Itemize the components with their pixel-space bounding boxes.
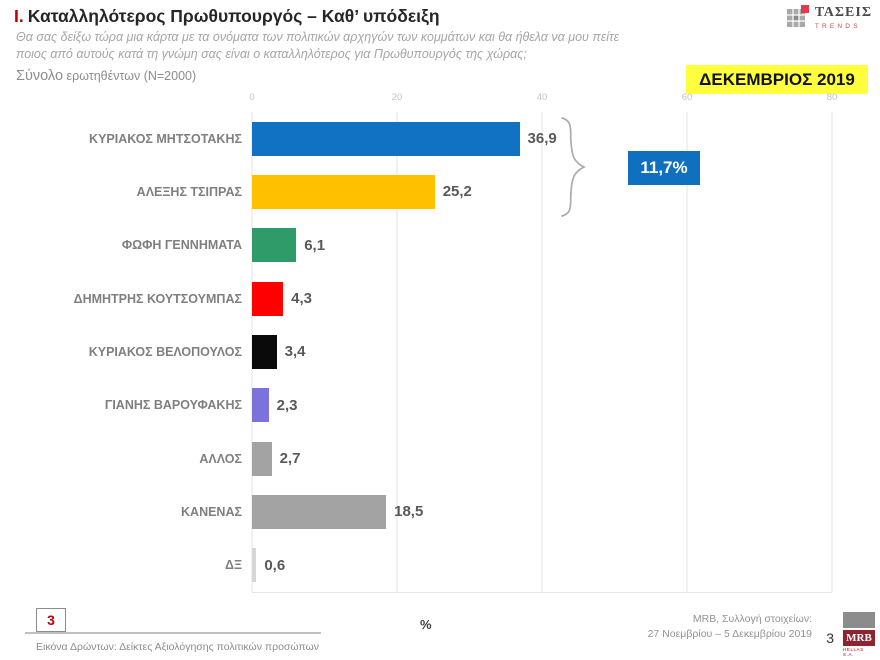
x-tick-label: 20 [391, 92, 403, 103]
bar-track: 36,9 [252, 112, 832, 165]
x-axis-ticks: 0 20 40 60 80 [249, 92, 837, 106]
bar-row: ΑΛΕΞΗΣ ΤΣΙΠΡΑΣ 25,2 [30, 165, 832, 218]
bar-row: ΓΙΑΝΗΣ ΒΑΡΟΥΦΑΚΗΣ 2,3 [30, 379, 832, 432]
category-label: ΔΞ [224, 558, 242, 573]
bar-track: 2,3 [252, 379, 832, 432]
x-tick-label: 60 [681, 92, 693, 103]
value-label: 2,3 [276, 396, 298, 414]
footer-caption: Εικόνα Δρώντων: Δείκτες Αξιολόγησης πολι… [36, 641, 320, 653]
bar [252, 228, 297, 263]
title-number: Ι. [14, 6, 24, 26]
bar [252, 281, 284, 316]
taseis-logo-name: ΤΑΣΕΙΣ [814, 5, 872, 20]
sample-detail: ερωτηθέντων (N=2000) [66, 69, 197, 83]
source-line-2: 27 Νοεμβρίου – 5 Δεκεμβρίου 2019 [647, 628, 812, 640]
bar-row: ΑΛΛΟΣ 2,7 [30, 432, 832, 485]
x-tick-label: 40 [536, 92, 548, 103]
mrb-logo-gray-block [843, 612, 875, 628]
gridline [541, 112, 543, 592]
category-label: ΚΑΝΕΝΑΣ [181, 504, 242, 519]
bar-row: ΚΑΝΕΝΑΣ 18,5 [30, 485, 832, 538]
bar [252, 334, 277, 369]
bar-row: ΔΞ 0,6 [30, 539, 832, 592]
bar-track: 3,4 [252, 325, 832, 378]
gridline [686, 112, 688, 592]
bar [252, 388, 269, 423]
taseis-logo-icon [786, 5, 809, 27]
bar-row: ΚΥΡΙΑΚΟΣ ΜΗΤΣΟΤΑΚΗΣ 36,9 [30, 112, 832, 165]
category-label: ΔΗΜΗΤΡΗΣ ΚΟΥΤΣΟΥΜΠΑΣ [73, 291, 242, 306]
page-number: 3 [826, 630, 834, 646]
gridline [396, 112, 398, 592]
bar [252, 494, 387, 529]
bar [252, 174, 435, 209]
footer-divider [25, 632, 321, 634]
category-label: ΑΛΕΞΗΣ ΤΣΙΠΡΑΣ [136, 184, 242, 199]
bar-row: ΔΗΜΗΤΡΗΣ ΚΟΥΤΣΟΥΜΠΑΣ 4,3 [30, 272, 832, 325]
category-label: ΑΛΛΟΣ [199, 451, 242, 466]
category-label: ΦΩΦΗ ΓΕΝΝΗΜΑΤΑ [121, 238, 242, 253]
bar-track: 2,7 [252, 432, 832, 485]
category-label: ΚΥΡΙΑΚΟΣ ΜΗΤΣΟΤΑΚΗΣ [89, 131, 242, 146]
period-badge: ΔΕΚΕΜΒΡΙΟΣ 2019 [686, 65, 868, 94]
mrb-logo-text: MRB [843, 630, 875, 646]
bar [252, 548, 257, 583]
bar-track: 6,1 [252, 219, 832, 272]
question-text: Θα σας δείξω τώρα μια κάρτα με τα ονόματ… [16, 29, 619, 63]
value-label: 3,4 [284, 343, 306, 361]
bar-chart: 0 20 40 60 80 ΚΥΡΙΑΚΟΣ ΜΗΤΣΟΤΑΚΗΣ 36,9 ΑΛΕΞΗΣ … [30, 92, 837, 593]
title-text: Καταλληλότερος Πρωθυπουργός – Καθ’ υπόδε… [27, 6, 440, 26]
page-title: Ι. Καταλληλότερος Πρωθυπουργός – Καθ’ υπό… [14, 6, 440, 27]
bar-row: ΦΩΦΗ ΓΕΝΝΗΜΑΤΑ 6,1 [30, 219, 832, 272]
value-label: 6,1 [304, 236, 326, 254]
bar-rows: ΚΥΡΙΑΚΟΣ ΜΗΤΣΟΤΑΚΗΣ 36,9 ΑΛΕΞΗΣ ΤΣΙΠΡΑΣ 25,… [30, 112, 832, 592]
mrb-logo-sub: HELLAS S.A. [843, 647, 864, 657]
bar-track: 4,3 [252, 272, 832, 325]
value-label: 25,2 [442, 183, 472, 201]
x-tick-label: 0 [249, 92, 255, 103]
category-label: ΓΙΑΝΗΣ ΒΑΡΟΥΦΑΚΗΣ [104, 398, 242, 413]
footer-index-box: 3 [36, 608, 66, 632]
value-label: 2,7 [279, 450, 301, 468]
source-note: MRB, Συλλογή στοιχείων: 27 Νοεμβρίου – 5… [648, 612, 812, 642]
bar [252, 441, 272, 476]
mrb-logo: MRB HELLAS S.A. [843, 612, 875, 657]
bar-track: 25,2 [252, 165, 832, 218]
sample-label: Σύνολο [16, 68, 64, 84]
category-label: ΚΥΡΙΑΚΟΣ ΒΕΛΟΠΟΥΛΟΣ [88, 344, 242, 359]
taseis-logo-sub: TRENDS [814, 23, 861, 30]
value-label: 18,5 [394, 503, 424, 521]
source-line-1: MRB, Συλλογή στοιχείων: [692, 613, 812, 625]
question-line-2: ποιος από αυτούς κατά τη γνώμη σας είναι… [16, 47, 527, 61]
brace-icon [561, 117, 586, 217]
gridline [831, 112, 833, 592]
value-label: 36,9 [527, 130, 557, 148]
taseis-logo-text: ΤΑΣΕΙΣ TRENDS [815, 5, 872, 30]
question-line-1: Θα σας δείξω τώρα μια κάρτα με τα ονόματ… [16, 30, 620, 44]
gap-annotation: 11,7% [628, 151, 700, 185]
value-label: 0,6 [264, 556, 286, 574]
taseis-logo: ΤΑΣΕΙΣ TRENDS [786, 5, 872, 31]
bar-track: 18,5 [252, 485, 832, 538]
bar-track: 0,6 [252, 539, 832, 592]
x-tick-label: 80 [826, 92, 838, 103]
sample-info: Σύνολο ερωτηθέντων (N=2000) [16, 68, 196, 84]
bar [252, 121, 520, 156]
value-label: 4,3 [291, 290, 313, 308]
x-axis-unit-label: % [420, 617, 432, 632]
bar-row: ΚΥΡΙΑΚΟΣ ΒΕΛΟΠΟΥΛΟΣ 3,4 [30, 325, 832, 378]
